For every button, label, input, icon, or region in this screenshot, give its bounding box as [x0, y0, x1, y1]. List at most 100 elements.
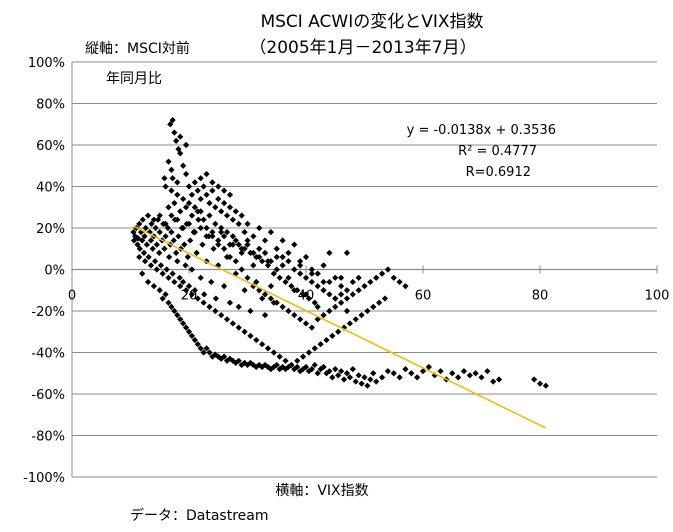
data-point	[390, 370, 397, 377]
data-point	[276, 366, 283, 373]
y-tick-label: 20%	[36, 222, 65, 237]
data-point	[215, 241, 222, 248]
y-tick-labels: 100% 80% 60% 40% 20% 0% -20% -40% -60% -80% -100%	[23, 56, 65, 486]
data-point	[181, 241, 188, 248]
data-point	[276, 353, 283, 360]
data-point	[244, 274, 251, 281]
data-point	[364, 307, 371, 315]
data-point	[174, 312, 181, 319]
data-point	[147, 262, 155, 269]
data-point	[206, 303, 213, 310]
data-point	[156, 287, 163, 294]
data-point	[206, 200, 213, 207]
data-point	[156, 249, 163, 256]
data-point	[209, 229, 216, 236]
data-point	[390, 274, 397, 281]
data-point	[187, 237, 194, 244]
data-point	[305, 295, 313, 302]
data-point	[338, 274, 345, 281]
data-point	[299, 366, 307, 373]
data-point	[203, 191, 210, 198]
data-point	[490, 378, 497, 385]
data-point	[232, 208, 239, 215]
data-point	[200, 299, 207, 306]
data-point	[167, 121, 174, 128]
data-point	[314, 370, 321, 377]
data-point	[358, 312, 365, 319]
data-point	[221, 245, 228, 252]
data-point	[182, 141, 190, 149]
data-point	[223, 316, 231, 323]
data-point	[197, 224, 204, 232]
data-source-note: データ：Datastream	[130, 507, 269, 524]
data-point	[460, 368, 468, 375]
data-point	[215, 262, 222, 269]
data-point	[165, 299, 172, 306]
data-point	[201, 291, 208, 298]
data-point	[168, 212, 175, 219]
data-point	[297, 270, 304, 277]
data-point	[238, 266, 245, 273]
data-point	[244, 220, 251, 227]
data-point	[343, 287, 351, 294]
data-point	[294, 357, 301, 364]
data-point	[267, 258, 274, 265]
data-point	[449, 370, 456, 377]
data-point	[367, 376, 374, 383]
data-point	[221, 283, 228, 290]
data-point	[247, 307, 254, 315]
data-point	[159, 270, 166, 277]
data-point	[373, 378, 380, 385]
data-point	[218, 224, 225, 232]
data-point	[235, 220, 242, 227]
data-point	[134, 241, 141, 248]
data-point	[148, 220, 155, 227]
data-point	[326, 368, 333, 375]
data-point	[165, 274, 172, 281]
data-point	[297, 258, 304, 265]
data-point	[370, 303, 377, 310]
data-point	[136, 253, 143, 261]
data-point	[164, 224, 172, 232]
data-point	[279, 262, 286, 269]
data-point	[314, 303, 321, 310]
data-point	[361, 283, 368, 290]
data-point	[180, 195, 187, 203]
data-point	[208, 278, 215, 286]
x-tick-label: 0	[68, 289, 76, 304]
data-point	[221, 200, 228, 207]
y-tick-label: 80%	[36, 98, 65, 113]
x-tick-label: 60	[415, 289, 432, 304]
data-point	[203, 345, 210, 352]
data-point	[185, 220, 193, 227]
data-point	[364, 382, 371, 389]
data-point	[139, 216, 146, 223]
data-point	[203, 170, 210, 178]
data-point	[199, 241, 206, 248]
data-point	[261, 291, 269, 298]
data-point	[163, 266, 170, 273]
data-point	[185, 200, 193, 207]
data-point	[273, 266, 280, 273]
data-point	[250, 233, 257, 240]
data-point	[180, 278, 187, 286]
data-point	[229, 320, 236, 327]
data-point	[241, 229, 248, 236]
data-point	[273, 299, 280, 306]
data-point	[229, 357, 236, 364]
data-point	[180, 224, 187, 232]
data-point	[197, 274, 204, 281]
data-point	[182, 287, 190, 294]
data-point	[212, 204, 219, 211]
data-point	[200, 349, 207, 356]
data-point	[484, 368, 491, 375]
data-point	[197, 175, 204, 182]
data-point	[235, 303, 242, 310]
data-point	[191, 229, 198, 236]
data-point	[308, 270, 315, 277]
data-point	[261, 312, 269, 319]
data-point	[147, 237, 155, 244]
data-point	[305, 368, 313, 375]
data-point	[332, 303, 339, 310]
